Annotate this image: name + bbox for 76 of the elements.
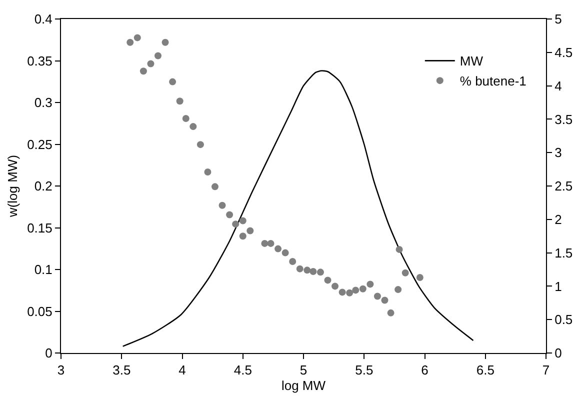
point xyxy=(338,288,346,296)
point xyxy=(402,269,409,276)
y-tick-label: 0.25 xyxy=(27,136,52,152)
x-tick-label: 3 xyxy=(57,362,65,378)
point xyxy=(140,68,147,75)
point xyxy=(239,232,246,240)
y-tick-label: 0 xyxy=(45,346,52,361)
y-tick-label: 0.35 xyxy=(27,53,52,68)
x-tick-label: 6 xyxy=(421,362,428,378)
x-tick-label: 4.5 xyxy=(234,362,252,378)
x-tick-label: 6.5 xyxy=(476,362,494,378)
point xyxy=(346,289,354,296)
y2-tick-label: 3 xyxy=(554,145,562,160)
point xyxy=(190,123,197,130)
point xyxy=(232,220,240,228)
point xyxy=(147,60,154,68)
y-tick-label: 0.4 xyxy=(34,12,52,27)
point xyxy=(304,266,311,274)
point xyxy=(352,286,360,294)
point xyxy=(261,240,268,247)
y-tick-label: 0.2 xyxy=(34,178,52,194)
point xyxy=(211,183,218,190)
legend-label: MW xyxy=(460,54,484,69)
y2-tick-label: 1 xyxy=(554,278,562,294)
y2-tick-label: 1.5 xyxy=(554,245,573,260)
point xyxy=(296,265,304,272)
y-tick-label: 0.1 xyxy=(34,262,52,278)
y2-tick-label: 2.5 xyxy=(554,178,573,194)
y2-tick-label: 4.5 xyxy=(554,44,573,60)
y-tick-label: 0.05 xyxy=(27,304,52,319)
legend-label: % butene-1 xyxy=(460,74,526,89)
point xyxy=(374,292,381,300)
y2-tick-label: 2 xyxy=(554,212,562,227)
y-tick-label: 0.3 xyxy=(34,95,52,110)
point xyxy=(239,217,246,224)
point xyxy=(359,285,366,292)
point xyxy=(196,141,204,148)
y-axis-title: w(log MW) xyxy=(5,154,20,218)
line-series xyxy=(122,70,474,347)
point xyxy=(246,227,254,234)
x-tick-label: 5 xyxy=(300,362,308,378)
point xyxy=(218,202,226,209)
point xyxy=(204,168,212,176)
point xyxy=(387,309,394,316)
point xyxy=(169,78,176,86)
point xyxy=(310,268,317,275)
point xyxy=(126,38,134,46)
point xyxy=(154,52,162,60)
point xyxy=(316,268,324,276)
x-tick-label: 3.5 xyxy=(112,362,131,378)
y2-tick-label: 0 xyxy=(554,346,562,361)
y2-tick-label: 3.5 xyxy=(554,112,573,127)
point xyxy=(394,286,402,294)
x-axis-title: log MW xyxy=(281,378,326,394)
point xyxy=(282,249,289,256)
point xyxy=(162,38,169,46)
x-tick-label: 5.5 xyxy=(355,362,374,378)
point xyxy=(134,34,141,42)
y-tick-label: 0.15 xyxy=(27,220,52,236)
point xyxy=(381,296,388,304)
point xyxy=(182,115,190,122)
point xyxy=(416,274,424,282)
y2-tick-label: 0.5 xyxy=(554,312,573,328)
x-tick-label: 7 xyxy=(542,362,550,378)
point xyxy=(176,98,184,105)
point xyxy=(274,245,282,252)
y2-tick-label: 4 xyxy=(554,78,562,94)
point xyxy=(324,276,332,284)
point xyxy=(267,240,274,247)
point xyxy=(396,246,403,253)
point xyxy=(289,258,296,265)
x-tick-label: 4 xyxy=(178,362,186,378)
y2-tick-label: 5 xyxy=(554,12,562,27)
point xyxy=(366,280,374,288)
point xyxy=(226,211,234,218)
point xyxy=(332,282,339,290)
